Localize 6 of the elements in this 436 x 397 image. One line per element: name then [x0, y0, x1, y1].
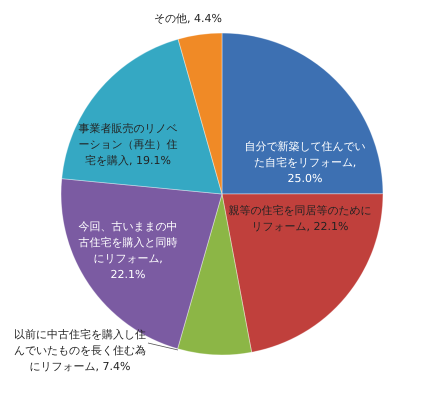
- slice-label: 親等の住宅を同居等のためにリフォーム, 22.1%: [228, 204, 372, 233]
- slice-label: その他, 4.4%: [154, 12, 222, 25]
- slice-label: 今回、古いままの中古住宅を購入と同時にリフォーム, 22.1%: [78, 220, 178, 281]
- slice-label: 事業者販売のリノベーション（再生）住宅を購入, 19.1%: [78, 122, 178, 167]
- slice-label: 以前に中古住宅を購入し住んでいたものを長く住む為にリフォーム, 7.4%: [14, 328, 146, 373]
- slice-label: 自分で新築して住んでいた自宅をリフォーム, 25.0%: [244, 140, 366, 185]
